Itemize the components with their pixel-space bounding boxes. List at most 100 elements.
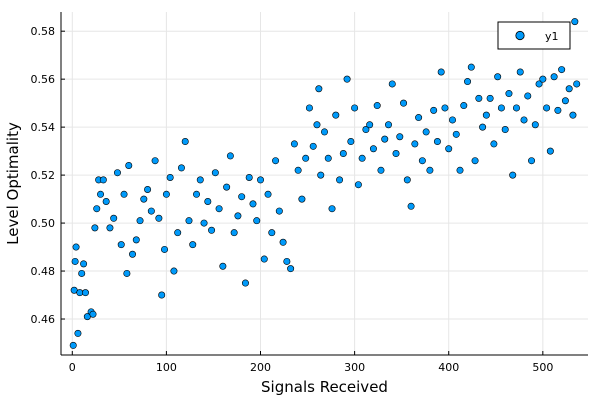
data-point (302, 154, 310, 162)
data-point (358, 154, 366, 162)
grid (61, 12, 588, 355)
data-point (174, 229, 182, 237)
data-point (546, 147, 554, 155)
data-point (136, 217, 144, 225)
data-point (170, 267, 178, 275)
y-tick-label: 0.56 (31, 73, 56, 86)
data-point (426, 166, 434, 174)
data-point (215, 205, 223, 213)
data-point (309, 142, 317, 150)
data-point (373, 102, 381, 110)
data-point (565, 85, 573, 93)
data-point (558, 66, 566, 74)
data-point (452, 130, 460, 138)
data-point (486, 94, 494, 102)
data-point (287, 265, 295, 273)
data-point (189, 241, 197, 249)
data-point (381, 135, 389, 143)
data-point (550, 73, 558, 81)
data-point (494, 73, 502, 81)
data-point (400, 99, 408, 107)
legend: y1 (497, 21, 571, 50)
data-point (467, 63, 475, 71)
data-point (441, 104, 449, 112)
data-point (200, 219, 208, 227)
data-point (162, 190, 170, 198)
data-point (81, 289, 89, 297)
data-point (332, 111, 340, 119)
data-point (317, 171, 325, 179)
data-point (279, 238, 287, 246)
data-point (99, 176, 107, 184)
data-point (571, 18, 579, 26)
data-point (196, 176, 204, 184)
data-point (113, 169, 121, 177)
data-point (516, 68, 524, 76)
data-point (123, 269, 131, 277)
data-point (80, 260, 88, 268)
data-point (161, 245, 169, 253)
data-point (528, 157, 536, 165)
y-tick-label: 0.48 (31, 265, 56, 278)
data-point (415, 114, 423, 122)
data-point (74, 329, 82, 337)
data-point (69, 341, 77, 349)
data-point (448, 116, 456, 124)
data-point (328, 205, 336, 213)
data-point (313, 121, 321, 129)
data-point (268, 229, 276, 237)
data-point (430, 106, 438, 114)
data-point (125, 162, 133, 170)
data-point (411, 140, 419, 148)
data-point (132, 236, 140, 244)
data-point (315, 85, 323, 93)
data-point (72, 243, 80, 251)
data-point (561, 97, 569, 105)
data-point (422, 128, 430, 136)
data-point (501, 126, 509, 134)
data-point (336, 176, 344, 184)
data-point (490, 140, 498, 148)
data-point (241, 279, 249, 287)
data-point (388, 80, 396, 88)
data-point (573, 80, 581, 88)
data-point (106, 224, 114, 232)
data-point (275, 207, 283, 215)
data-point (445, 145, 453, 153)
data-point (320, 128, 328, 136)
data-point (509, 171, 517, 179)
data-point (524, 92, 532, 100)
data-point (339, 150, 347, 158)
data-point (433, 138, 441, 146)
data-point (543, 104, 551, 112)
data-point (403, 176, 411, 184)
data-point (456, 166, 464, 174)
data-point (147, 207, 155, 215)
x-tick-label: 200 (250, 361, 271, 374)
data-point (158, 291, 166, 299)
data-point (249, 200, 257, 208)
y-tick-label: 0.58 (31, 25, 56, 38)
data-point (140, 195, 148, 203)
y-ticks: 0.46 0.48 0.50 0.52 0.54 0.56 0.58 (31, 25, 65, 326)
data-point (71, 257, 79, 265)
data-point (460, 102, 468, 110)
data-point (505, 90, 513, 98)
data-point (223, 183, 231, 191)
y-tick-label: 0.50 (31, 217, 56, 230)
y-tick-label: 0.54 (31, 121, 56, 134)
data-point (151, 157, 159, 165)
data-point (234, 212, 242, 220)
data-point (464, 78, 472, 86)
x-ticks: 0 100 200 300 400 500 (69, 351, 553, 374)
data-point (166, 174, 174, 182)
data-point (78, 269, 86, 277)
data-point (554, 106, 562, 114)
data-point (535, 80, 543, 88)
data-point (204, 197, 212, 205)
data-point (362, 126, 370, 134)
data-point (245, 174, 253, 182)
data-points (69, 18, 581, 349)
legend-label: y1 (545, 30, 559, 43)
